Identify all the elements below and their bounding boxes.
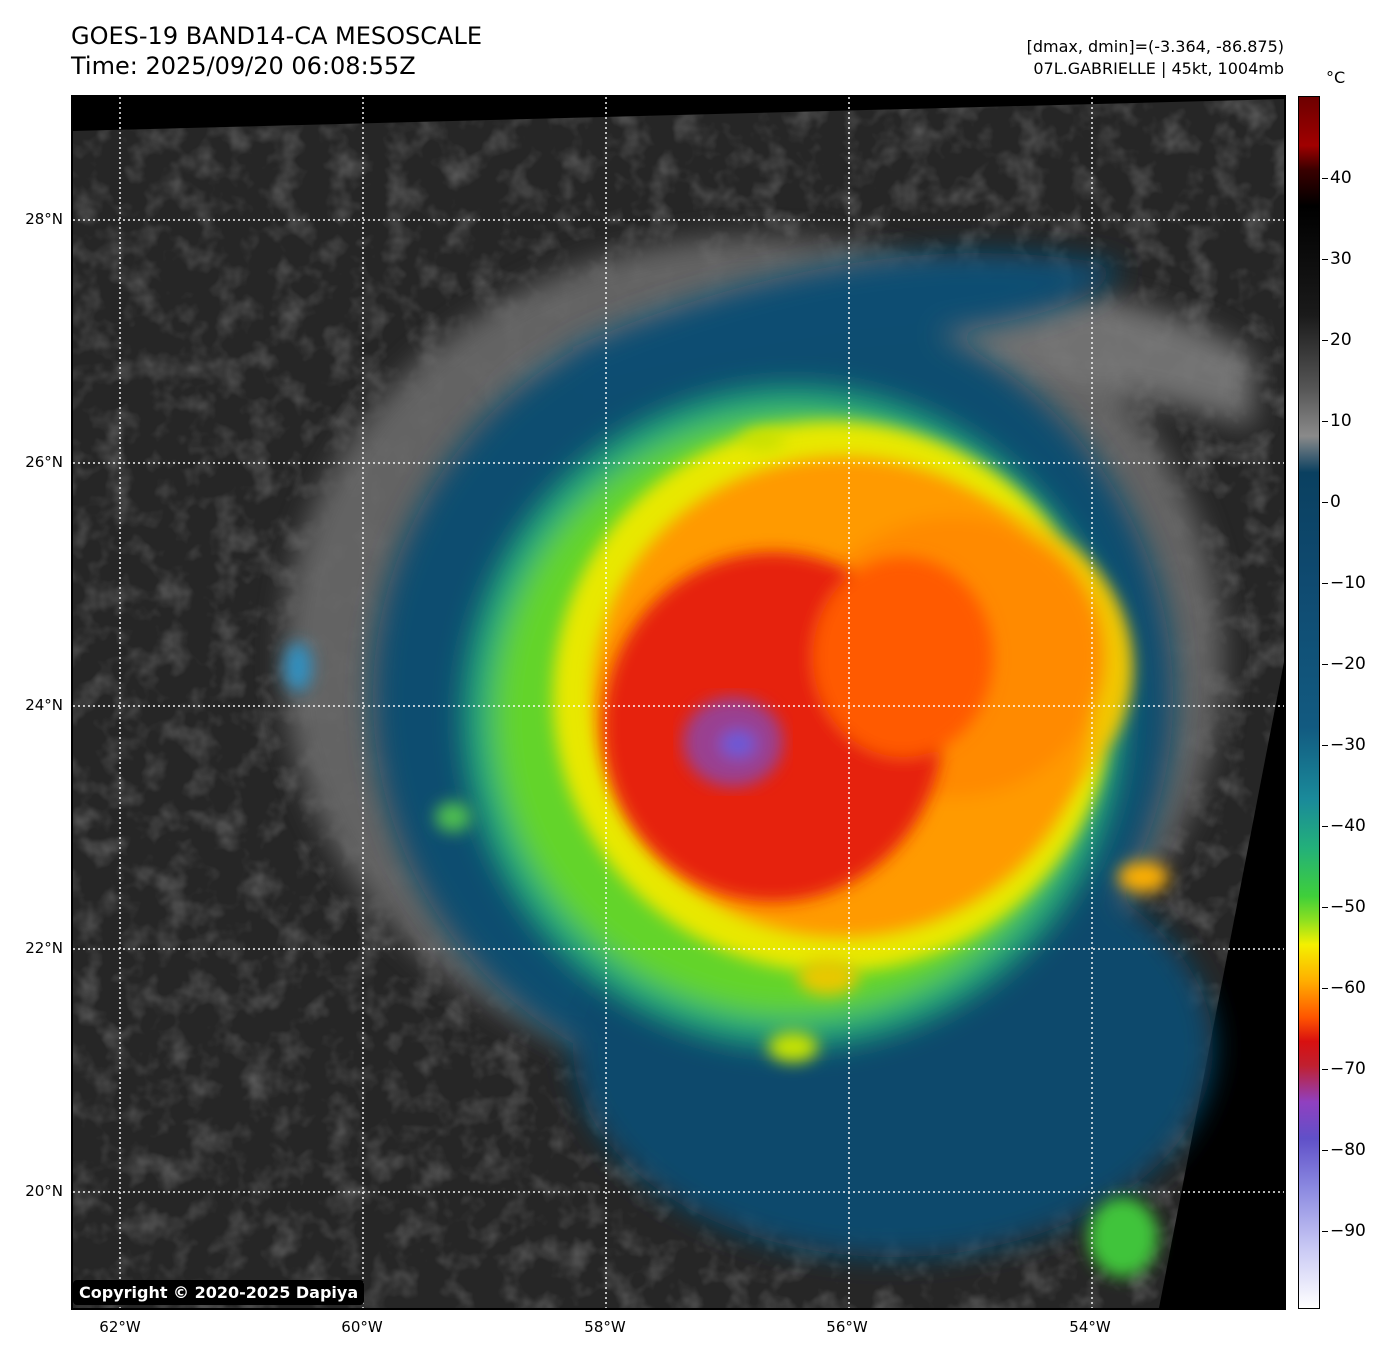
lon-label: 58°W <box>584 1318 626 1336</box>
colorbar-tick-mark <box>1322 1150 1328 1151</box>
colorbar-tick-label: 30 <box>1330 249 1352 269</box>
colorbar-tick-label: −30 <box>1330 735 1366 755</box>
colorbar-tick-label: −90 <box>1330 1221 1366 1241</box>
colorbar-tick-mark <box>1322 907 1328 908</box>
colorbar <box>1298 96 1320 1309</box>
colorbar-tick-mark <box>1322 583 1328 584</box>
colorbar-unit: °C <box>1326 68 1346 87</box>
colorbar-tick-label: −10 <box>1330 573 1366 593</box>
colorbar-tick-label: 0 <box>1330 492 1341 512</box>
lat-label: 24°N <box>25 696 63 714</box>
colorbar-tick-label: 10 <box>1330 411 1352 431</box>
timestamp: Time: 2025/09/20 06:08:55Z <box>71 52 416 80</box>
colorbar-tick-label: −80 <box>1330 1140 1366 1160</box>
satellite-map <box>71 95 1286 1310</box>
lon-label: 62°W <box>99 1318 141 1336</box>
chart-title: GOES-19 BAND14-CA MESOSCALE <box>71 22 482 50</box>
colorbar-tick-mark <box>1322 502 1328 503</box>
colorbar-tick-label: 20 <box>1330 330 1352 350</box>
colorbar-tick-mark <box>1322 1231 1328 1232</box>
colorbar-tick-label: −60 <box>1330 978 1366 998</box>
colorbar-tick-label: −40 <box>1330 816 1366 836</box>
colorbar-tick-label: 40 <box>1330 168 1352 188</box>
lat-label: 28°N <box>25 210 63 228</box>
storm-info: 07L.GABRIELLE | 45kt, 1004mb <box>1033 59 1284 78</box>
colorbar-tick-mark <box>1322 664 1328 665</box>
colorbar-tick-mark <box>1322 745 1328 746</box>
colorbar-tick-mark <box>1322 988 1328 989</box>
lon-label: 56°W <box>826 1318 868 1336</box>
temperature-range: [dmax, dmin]=(-3.364, -86.875) <box>1026 37 1284 56</box>
colorbar-tick-mark <box>1322 826 1328 827</box>
lat-label: 26°N <box>25 453 63 471</box>
colorbar-tick-mark <box>1322 340 1328 341</box>
colorbar-tick-label: −50 <box>1330 897 1366 917</box>
lon-label: 54°W <box>1069 1318 1111 1336</box>
lat-label: 20°N <box>25 1182 63 1200</box>
no-data-right <box>1159 662 1284 1308</box>
colorbar-tick-mark <box>1322 421 1328 422</box>
colorbar-tick-mark <box>1322 178 1328 179</box>
colorbar-tick-label: −20 <box>1330 654 1366 674</box>
lon-label: 60°W <box>341 1318 383 1336</box>
lat-label: 22°N <box>25 939 63 957</box>
colorbar-tick-mark <box>1322 259 1328 260</box>
colorbar-tick-mark <box>1322 1069 1328 1070</box>
no-data-top <box>73 97 1284 131</box>
copyright-label: Copyright © 2020-2025 Dapiya <box>73 1280 365 1305</box>
colorbar-tick-label: −70 <box>1330 1059 1366 1079</box>
